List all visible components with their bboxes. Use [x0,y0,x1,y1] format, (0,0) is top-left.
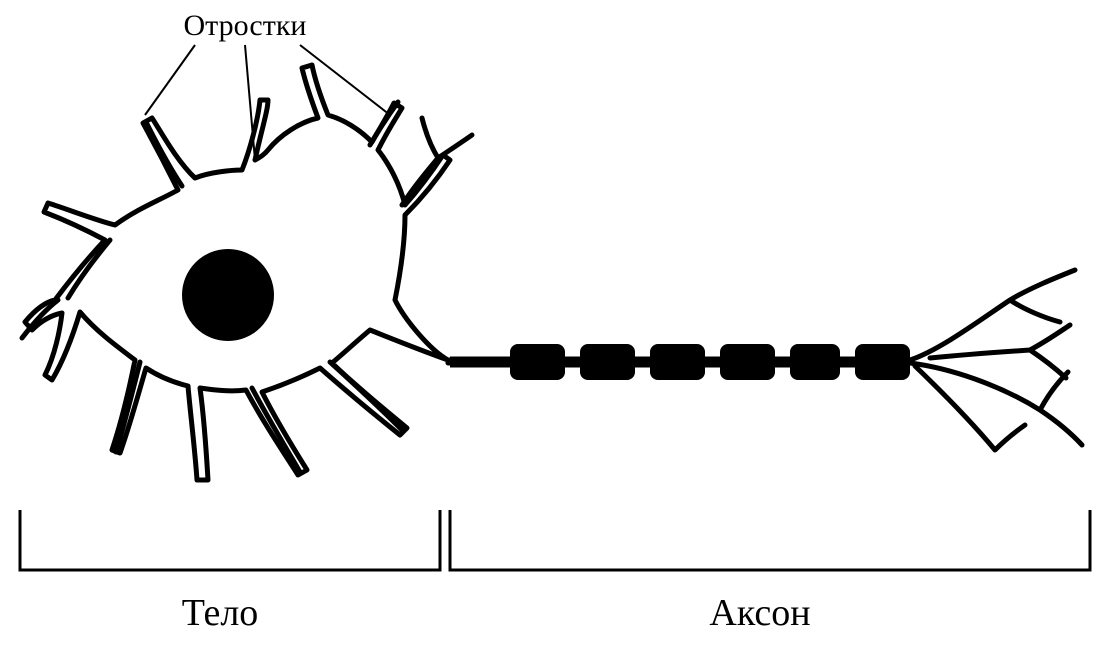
nucleus [182,249,274,341]
myelin-segment-1 [580,344,635,380]
dendrite-branch-0 [402,118,472,205]
myelin-segment-3 [720,344,775,380]
soma-outline [25,65,910,480]
myelin-segment-2 [650,344,705,380]
axon-terminal-0 [910,270,1075,360]
label-body: Тело [182,592,259,634]
axon-terminal-1 [910,363,1082,445]
label-axon: Аксон [709,592,810,634]
leader-d1 [145,45,195,115]
label-dendrites: Отростки [184,9,307,42]
neuron-diagram: Отростки Тело Аксон [0,0,1100,651]
myelin-segment-4 [790,344,840,380]
bracket-axon [450,510,1090,570]
myelin-segment-0 [510,344,565,380]
bracket-body [20,510,440,570]
myelin-segment-5 [855,344,910,380]
